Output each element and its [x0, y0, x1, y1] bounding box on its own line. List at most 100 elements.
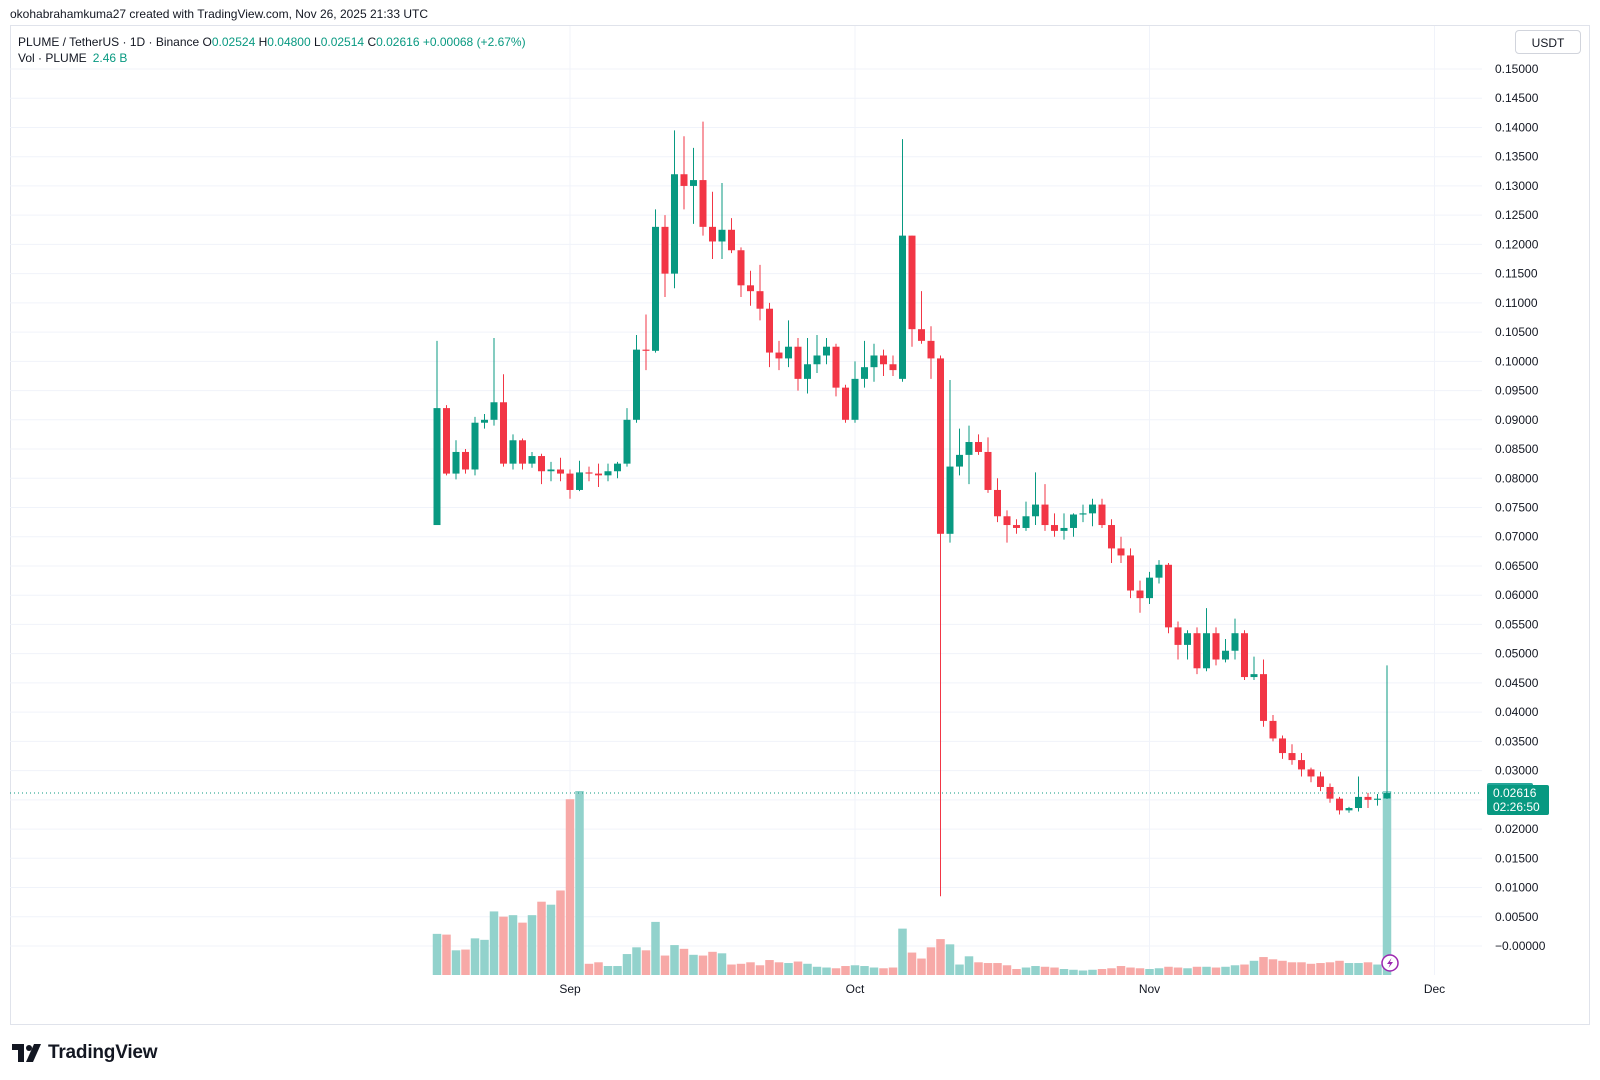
candle[interactable] [728, 218, 735, 254]
candle[interactable] [813, 335, 821, 374]
volume-bar[interactable] [1135, 968, 1145, 975]
volume-bar[interactable] [527, 915, 537, 975]
volume-bar[interactable] [1173, 967, 1183, 975]
volume-bar[interactable] [1126, 967, 1135, 975]
candle[interactable] [1222, 639, 1229, 663]
volume-bar[interactable] [1240, 964, 1249, 975]
volume-bar[interactable] [480, 939, 489, 975]
candle[interactable] [804, 337, 811, 394]
candle[interactable] [614, 461, 621, 479]
candle[interactable] [443, 405, 450, 476]
volume-bar[interactable] [1069, 969, 1078, 975]
candle[interactable] [1250, 656, 1258, 680]
candle[interactable] [661, 215, 669, 298]
candle[interactable] [1269, 715, 1277, 742]
volume-bar[interactable] [860, 966, 869, 975]
candle[interactable] [652, 209, 659, 353]
volume-bar[interactable] [1088, 969, 1097, 975]
candle[interactable] [633, 335, 640, 423]
candle[interactable] [747, 270, 754, 306]
candle[interactable] [1241, 630, 1248, 680]
volume-bar[interactable] [1164, 966, 1173, 975]
candle[interactable] [557, 457, 564, 482]
volume-bar[interactable] [1354, 963, 1363, 975]
lightning-icon[interactable] [1381, 954, 1399, 972]
volume-bar[interactable] [831, 968, 841, 975]
volume-bar[interactable] [565, 799, 575, 975]
candle[interactable] [1364, 792, 1372, 809]
volume-bar[interactable] [461, 949, 470, 975]
candle[interactable] [1136, 580, 1144, 613]
candle[interactable] [1127, 548, 1134, 599]
volume-bar[interactable] [1249, 960, 1259, 975]
volume-bar[interactable] [1363, 962, 1373, 975]
candle[interactable] [1355, 776, 1362, 812]
volume-bar[interactable] [613, 966, 622, 975]
candle[interactable] [1298, 753, 1305, 777]
volume-bar[interactable] [708, 951, 717, 975]
symbol-title[interactable]: PLUME / TetherUS · 1D · Binance [18, 35, 200, 49]
candle[interactable] [1070, 513, 1077, 537]
candle[interactable] [842, 384, 849, 423]
volume-bar[interactable] [470, 938, 480, 975]
volume-bar[interactable] [1116, 966, 1126, 975]
candle[interactable] [1013, 519, 1020, 534]
volume-bar[interactable] [641, 950, 651, 975]
candle[interactable] [547, 461, 555, 482]
candle[interactable] [785, 320, 792, 368]
candle[interactable] [433, 340, 441, 526]
candle[interactable] [566, 469, 574, 499]
candle[interactable] [1307, 767, 1315, 783]
volume-bar[interactable] [575, 791, 584, 975]
volume-bar[interactable] [451, 950, 461, 975]
volume-bar[interactable] [1211, 967, 1221, 975]
volume-bar[interactable] [803, 963, 812, 975]
volume-bar[interactable] [1306, 963, 1316, 975]
candle[interactable] [918, 291, 925, 344]
volume-bar[interactable] [907, 952, 917, 975]
volume-bar[interactable] [841, 966, 850, 975]
candle[interactable] [870, 343, 878, 382]
volume-bar[interactable] [679, 948, 689, 975]
volume-bar[interactable] [936, 939, 945, 975]
candle[interactable] [756, 264, 764, 321]
volume-bar[interactable] [1050, 967, 1059, 975]
candle[interactable] [1089, 498, 1096, 527]
volume-bar[interactable] [1335, 960, 1344, 975]
candle[interactable] [1098, 498, 1106, 528]
volume-bar[interactable] [1012, 969, 1021, 975]
volume-bar[interactable] [1002, 965, 1012, 975]
volume-bar[interactable] [689, 954, 698, 975]
volume-bar[interactable] [1221, 966, 1230, 975]
volume-bar[interactable] [1059, 969, 1069, 975]
candle[interactable] [889, 355, 897, 376]
candle[interactable] [1212, 627, 1220, 666]
volume-bar[interactable] [964, 956, 974, 975]
volume-bar[interactable] [1278, 960, 1287, 975]
candle[interactable] [994, 478, 1001, 523]
volume-bar[interactable] [1078, 970, 1088, 975]
volume-bar[interactable] [1021, 967, 1031, 975]
candle[interactable] [823, 337, 830, 365]
volume-bar[interactable] [945, 944, 955, 975]
volume-bar[interactable] [983, 963, 993, 975]
candle[interactable] [490, 337, 498, 426]
candle[interactable] [1184, 630, 1191, 660]
candle[interactable] [1288, 744, 1296, 765]
volume-bar[interactable] [442, 934, 451, 975]
candle[interactable] [880, 349, 887, 376]
candle[interactable] [946, 380, 954, 543]
candle[interactable] [481, 413, 488, 429]
candle[interactable] [775, 340, 783, 371]
candle[interactable] [1345, 806, 1353, 813]
volume-bar[interactable] [869, 967, 879, 975]
volume-bar[interactable] [698, 955, 708, 975]
volume-bar[interactable] [1154, 968, 1164, 975]
volume-bar[interactable] [651, 921, 660, 975]
candle[interactable] [956, 428, 963, 476]
candle[interactable] [965, 425, 973, 485]
volume-bar[interactable] [432, 933, 442, 975]
volume-bar[interactable] [546, 904, 556, 975]
volume-bar[interactable] [594, 962, 603, 975]
